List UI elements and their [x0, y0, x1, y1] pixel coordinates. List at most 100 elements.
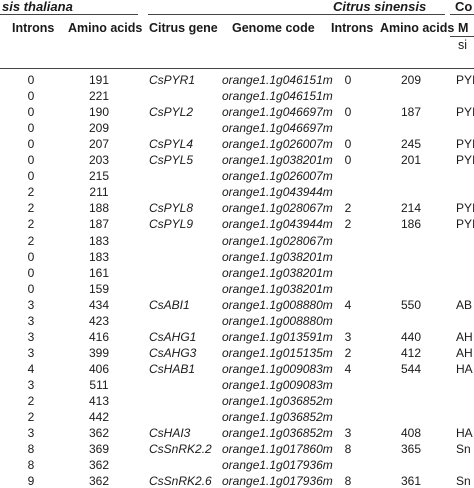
cell-introns-cs: 0: [344, 73, 352, 87]
cell-genome-code: orange1.1g009083m: [222, 377, 333, 392]
cell-amino-acids-at: 159: [88, 281, 110, 296]
cell-comparison: PYI: [456, 105, 474, 120]
cell-introns-at: 0: [27, 137, 35, 152]
cell-citrus-gene: CsPYL5: [149, 153, 194, 168]
col-header-amino-acids-at: Amino acids: [68, 21, 143, 35]
cell-citrus-gene: CsPYL4: [149, 137, 194, 152]
cell-amino-acids-cs: 201: [400, 153, 422, 168]
cell-genome-code: orange1.1g017936m: [222, 474, 333, 488]
cell-introns-cs: 2: [344, 345, 352, 360]
cell-genome-code: orange1.1g043944m: [222, 185, 333, 200]
cell-genome-code: orange1.1g046151m: [222, 89, 333, 104]
cell-amino-acids-at: 413: [88, 394, 110, 408]
cell-citrus-gene: CsPYR1: [149, 73, 196, 87]
cell-introns-at: 3: [27, 345, 35, 360]
header-bottom-rule: [0, 68, 474, 69]
cell-introns-cs: 4: [344, 361, 352, 376]
cell-introns-at: 0: [27, 105, 35, 120]
cell-genome-code: orange1.1g038201m: [222, 249, 333, 264]
cell-amino-acids-at: 215: [88, 169, 110, 184]
cell-introns-cs: 3: [344, 426, 352, 441]
cell-comparison: PYI: [456, 137, 474, 152]
cell-comparison: PYI: [456, 217, 474, 232]
header-rule-right: [148, 14, 445, 15]
cell-citrus-gene: CsABI1: [149, 297, 190, 312]
cell-amino-acids-at: 187: [88, 217, 110, 232]
cell-amino-acids-at: 416: [88, 329, 110, 344]
cell-genome-code: orange1.1g009083m: [222, 361, 333, 376]
cell-introns-at: 0: [27, 169, 35, 184]
cell-genome-code: orange1.1g028067m: [222, 233, 333, 248]
cell-introns-at: 8: [27, 458, 35, 473]
group-header-arabidopsis: sis thaliana: [2, 0, 73, 14]
cell-genome-code: orange1.1g036852m: [222, 410, 333, 425]
cell-introns-cs: 8: [344, 474, 352, 488]
cell-amino-acids-cs: 245: [400, 137, 422, 152]
cell-comparison: AH: [456, 345, 473, 360]
cell-introns-at: 0: [27, 249, 35, 264]
cell-amino-acids-at: 183: [88, 249, 110, 264]
cell-amino-acids-at: 399: [88, 345, 110, 360]
cell-citrus-gene: CsSnRK2.6: [149, 474, 212, 488]
cell-introns-at: 4: [27, 361, 35, 376]
cell-introns-cs: 0: [344, 153, 352, 168]
cell-amino-acids-at: 161: [88, 265, 110, 280]
subheader-rule: [450, 36, 474, 37]
cell-introns-cs: 4: [344, 297, 352, 312]
cell-introns-cs: 3: [344, 329, 352, 344]
cell-amino-acids-cs: 440: [400, 329, 422, 344]
cell-introns-cs: 2: [344, 217, 352, 232]
cell-amino-acids-cs: 209: [400, 73, 422, 87]
cell-introns-at: 9: [27, 474, 35, 488]
cell-introns-at: 0: [27, 73, 35, 87]
cell-comparison: HA: [456, 426, 473, 441]
cell-genome-code: orange1.1g046151m: [222, 73, 333, 87]
cell-introns-at: 3: [27, 313, 35, 328]
cell-amino-acids-at: 221: [88, 89, 110, 104]
col-header-introns-cs: Introns: [331, 21, 374, 35]
cell-comparison: PYI: [456, 201, 474, 216]
cell-introns-cs: 8: [344, 442, 352, 457]
cell-citrus-gene: CsPYL2: [149, 105, 194, 120]
cell-amino-acids-at: 190: [88, 105, 110, 120]
cell-amino-acids-at: 188: [88, 201, 110, 216]
cell-introns-cs: 2: [344, 201, 352, 216]
cell-citrus-gene: CsHAI3: [149, 426, 191, 441]
cell-amino-acids-at: 362: [88, 426, 110, 441]
cell-introns-at: 0: [27, 281, 35, 296]
cell-introns-at: 0: [27, 121, 35, 136]
cell-amino-acids-at: 183: [88, 233, 110, 248]
cell-amino-acids-cs: 408: [400, 426, 422, 441]
cell-amino-acids-cs: 361: [400, 474, 422, 488]
cell-genome-code: orange1.1g017860m: [222, 442, 333, 457]
cell-introns-at: 8: [27, 442, 35, 457]
group-header-comparison: Co: [455, 0, 473, 14]
cell-introns-at: 0: [27, 265, 35, 280]
cell-citrus-gene: CsPYL9: [149, 217, 194, 232]
header-rule-left: [0, 14, 138, 15]
cell-amino-acids-at: 211: [89, 185, 109, 200]
cell-introns-at: 2: [27, 217, 35, 232]
cell-amino-acids-cs: 214: [400, 201, 422, 216]
cell-amino-acids-at: 423: [88, 313, 110, 328]
cell-introns-cs: 0: [344, 105, 352, 120]
col-header-comparison-sub2: si: [458, 38, 468, 52]
cell-genome-code: orange1.1g046697m: [222, 121, 333, 136]
cell-comparison: AH: [456, 329, 473, 344]
cell-amino-acids-at: 362: [88, 474, 110, 488]
cell-comparison: Sn: [456, 442, 471, 457]
cell-comparison: HA: [456, 361, 473, 376]
cell-genome-code: orange1.1g026007m: [222, 137, 333, 152]
cell-citrus-gene: CsPYL8: [149, 201, 194, 216]
cell-genome-code: orange1.1g038201m: [222, 153, 333, 168]
cell-comparison: AB: [456, 297, 473, 312]
cell-citrus-gene: CsSnRK2.2: [149, 442, 212, 457]
cell-genome-code: orange1.1g046697m: [222, 105, 333, 120]
cell-amino-acids-cs: 187: [400, 105, 422, 120]
cell-amino-acids-cs: 550: [400, 297, 422, 312]
cell-genome-code: orange1.1g038201m: [222, 265, 333, 280]
cell-genome-code: orange1.1g013591m: [222, 329, 333, 344]
cell-citrus-gene: CsHAB1: [149, 361, 196, 376]
cell-genome-code: orange1.1g036852m: [222, 426, 333, 441]
cell-amino-acids-at: 434: [88, 297, 110, 312]
